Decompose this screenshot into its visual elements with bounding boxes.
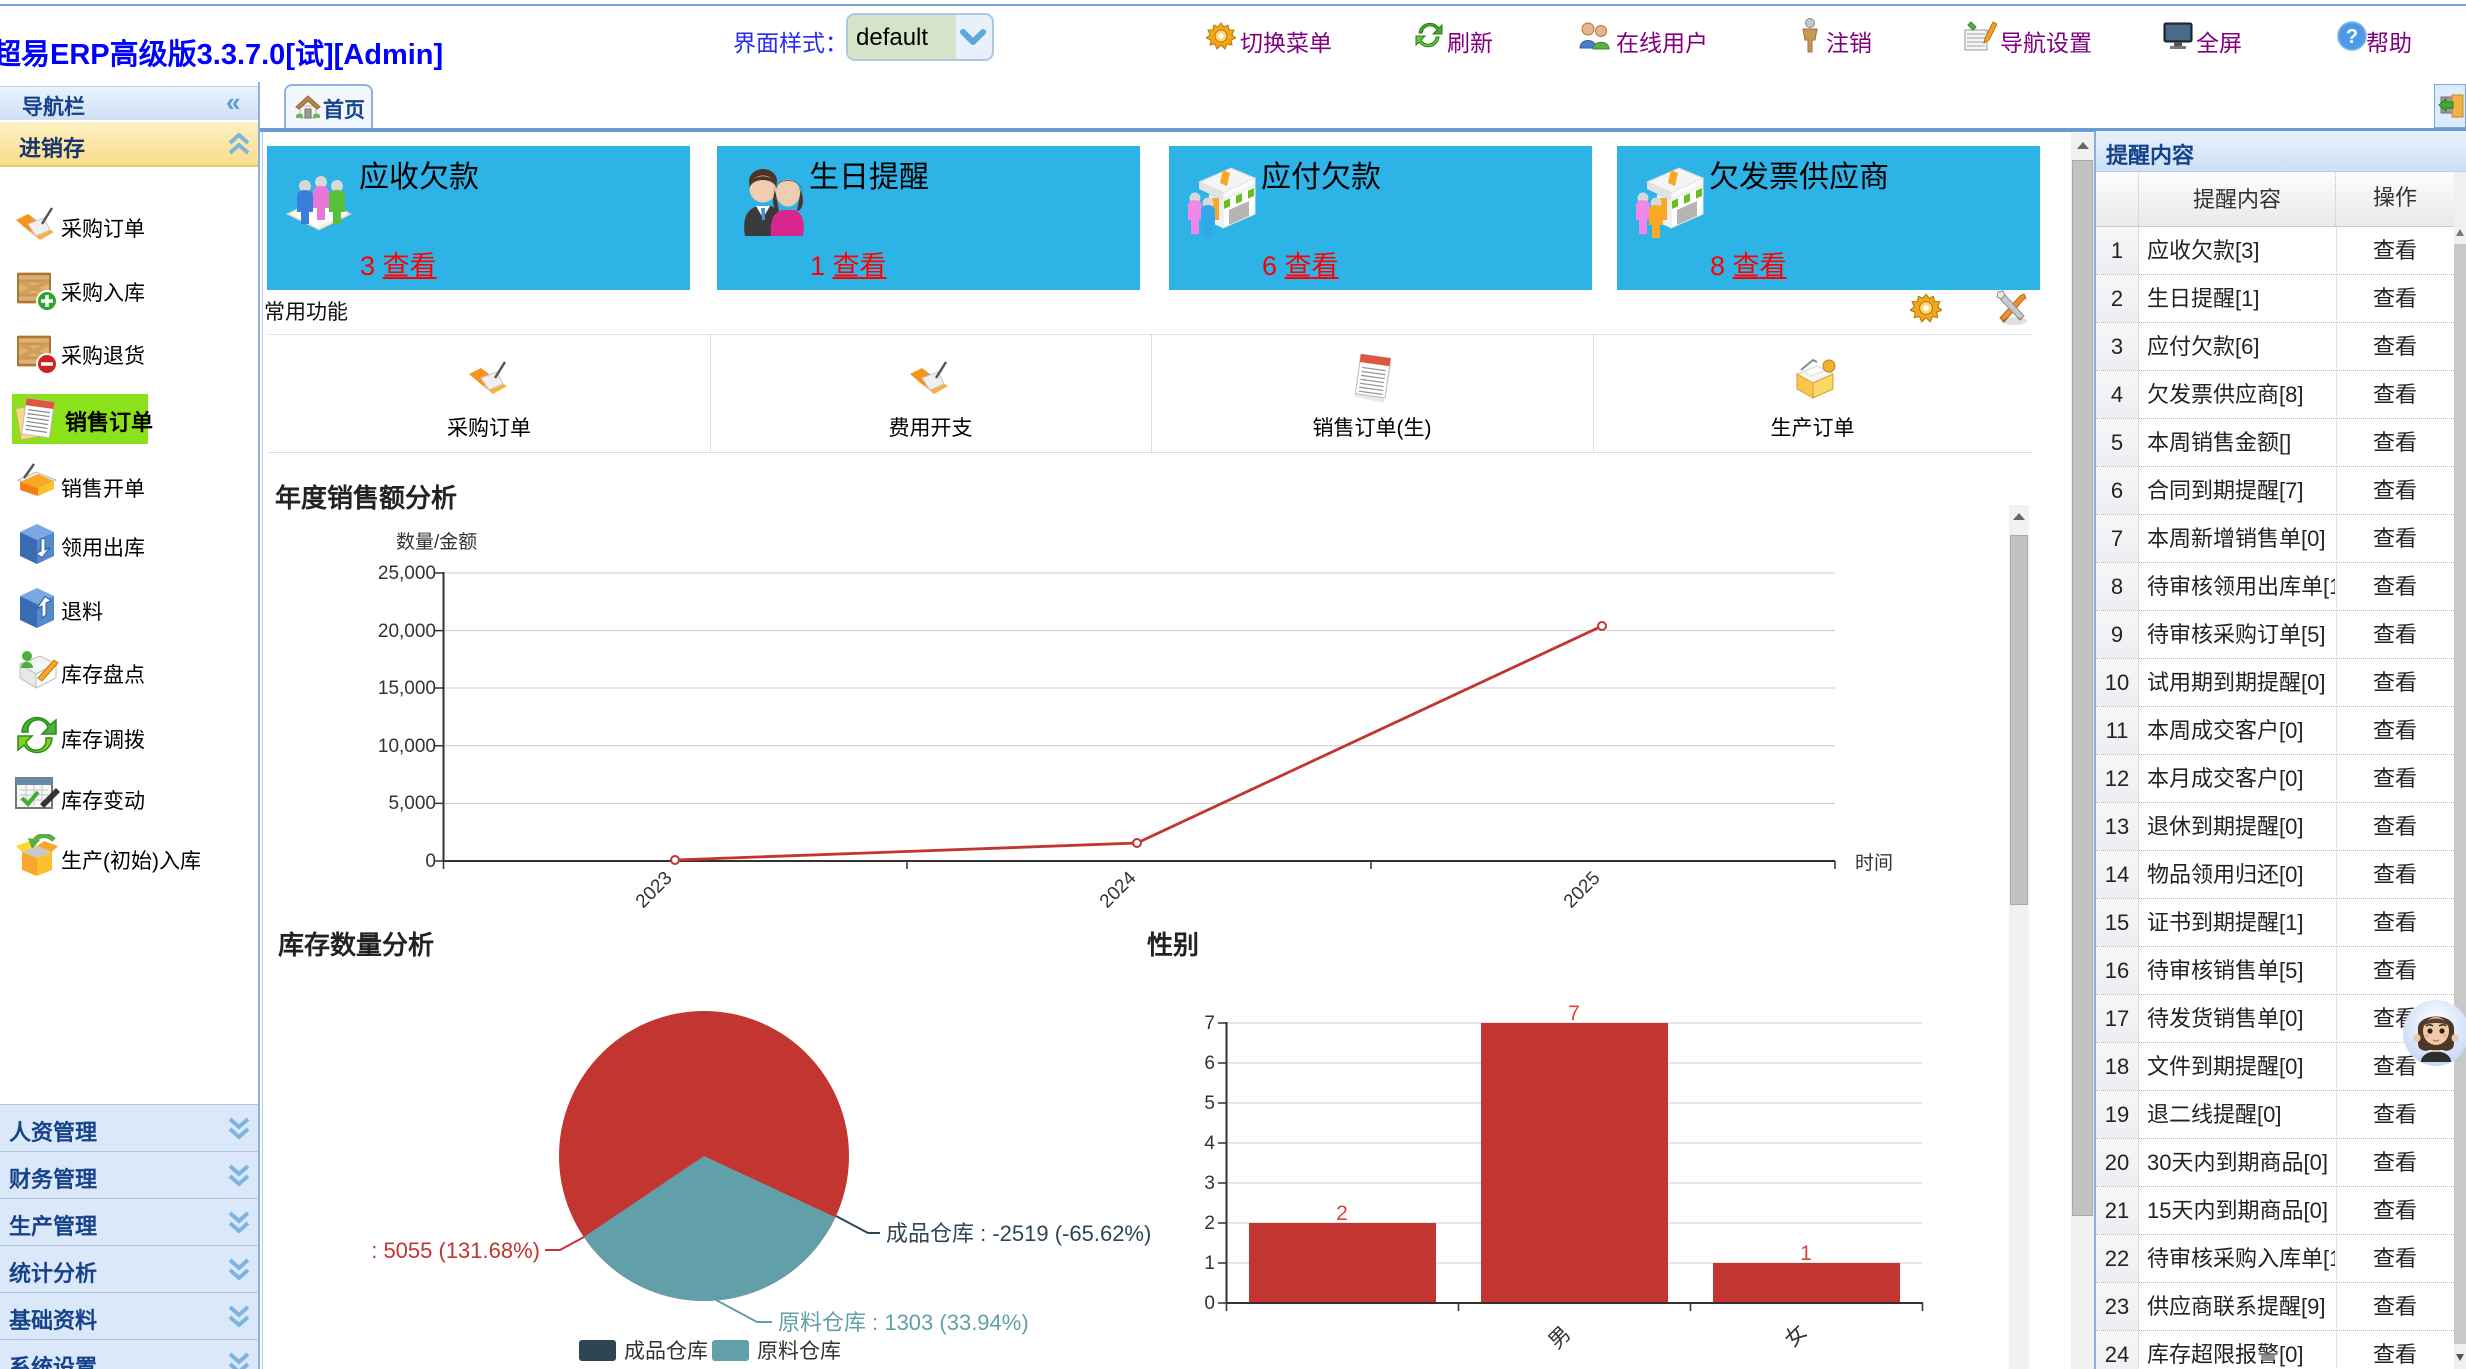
svg-text:7: 7 — [1204, 1013, 1215, 1034]
svg-text:成品仓库: 成品仓库 — [624, 1340, 708, 1363]
svg-text:5,000: 5,000 — [388, 793, 436, 814]
svg-text:0: 0 — [1204, 1293, 1215, 1314]
svg-text:5: 5 — [1204, 1093, 1215, 1114]
svg-text:?: ? — [2346, 26, 2358, 48]
svg-text:原料仓库 : 1303 (33.94%): 原料仓库 : 1303 (33.94%) — [778, 1310, 1029, 1335]
svg-text:2023: 2023 — [632, 868, 677, 913]
svg-text:男: 男 — [1544, 1322, 1575, 1353]
svg-text:1: 1 — [1800, 1242, 1812, 1265]
svg-text:15,000: 15,000 — [378, 678, 436, 699]
svg-text:原料仓库: 原料仓库 — [757, 1340, 841, 1363]
svg-text:4: 4 — [1204, 1133, 1215, 1154]
svg-text:成品仓库 : -2519 (-65.62%): 成品仓库 : -2519 (-65.62%) — [886, 1221, 1151, 1246]
svg-text:0: 0 — [425, 851, 436, 872]
svg-text:10,000: 10,000 — [378, 736, 436, 757]
svg-text:2: 2 — [1204, 1213, 1215, 1234]
svg-text:女: 女 — [1780, 1320, 1811, 1351]
svg-text:1: 1 — [1204, 1253, 1215, 1274]
svg-text:: 5055 (131.68%): : 5055 (131.68%) — [371, 1238, 540, 1263]
svg-text:7: 7 — [1568, 1002, 1580, 1025]
svg-text:库存数量分析: 库存数量分析 — [278, 930, 434, 960]
svg-text:20,000: 20,000 — [378, 621, 436, 642]
svg-text:3: 3 — [1204, 1173, 1215, 1194]
svg-text:2024: 2024 — [1096, 867, 1141, 912]
svg-text:时间: 时间 — [1855, 852, 1893, 874]
svg-text:6: 6 — [1204, 1053, 1215, 1074]
svg-text:年度销售额分析: 年度销售额分析 — [275, 483, 457, 513]
svg-text:2025: 2025 — [1560, 868, 1605, 913]
svg-text:数量/金额: 数量/金额 — [396, 531, 477, 553]
svg-text:25,000: 25,000 — [378, 563, 436, 584]
svg-text:性别: 性别 — [1147, 930, 1199, 960]
svg-text:2: 2 — [1336, 1202, 1348, 1225]
